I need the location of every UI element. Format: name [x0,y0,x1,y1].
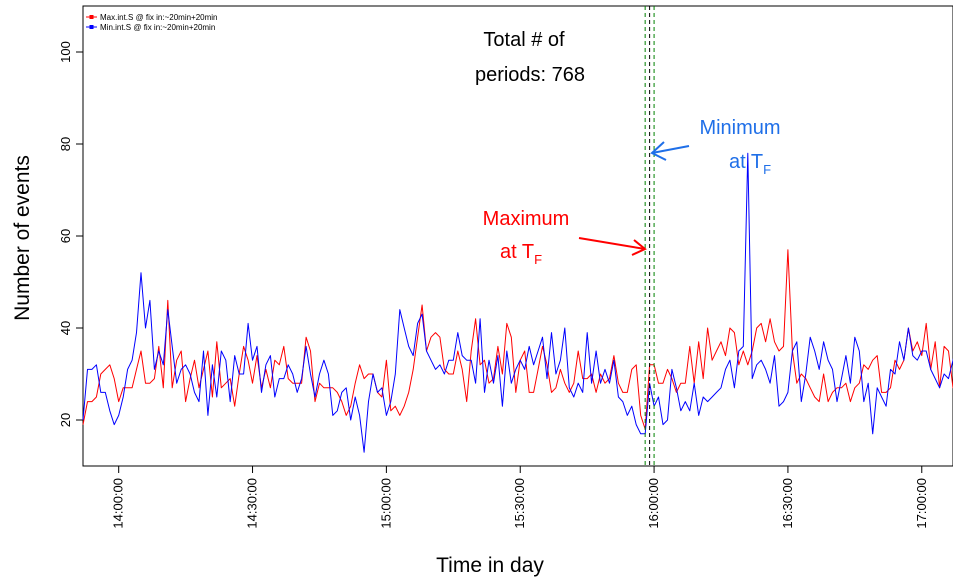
x-tick-label: 17:00:00 [914,478,929,529]
x-tick-label: 14:00:00 [111,478,126,529]
legend-label-max: Max.int.S @ fix in:~20min+20min [100,13,218,22]
x-tick-label: 14:30:00 [245,478,260,529]
maximum-label-line1: Maximum [483,208,570,230]
y-axis: 20 40 60 80 100 [58,41,83,427]
legend-label-min: Min.int.S @ fix in:~20min+20min [100,23,215,32]
legend: Max.int.S @ fix in:~20min+20min Min.int.… [86,13,218,32]
maximum-annotation: Maximum at TF [483,208,647,267]
x-axis-title: Time in day [436,554,544,577]
legend-marker-max [89,15,94,19]
maximum-label-line2: at TF [500,241,542,267]
periods-label-line2: periods: 768 [475,64,585,86]
minimum-arrow [650,141,690,161]
y-tick-label: 80 [58,137,73,151]
y-axis-title: Number of events [11,155,34,321]
minimum-label-sub: F [763,162,771,177]
legend-marker-min [89,25,94,29]
maximum-label-sub: F [534,252,542,267]
periods-label-line1: Total # of [483,29,565,51]
minimum-label-line2: at TF [729,151,771,177]
series-line-max [82,249,953,430]
minimum-label-line1: Minimum [699,117,780,139]
y-tick-label: 60 [58,229,73,243]
x-tick-label: 16:30:00 [780,478,795,529]
maximum-arrow [578,237,647,256]
series-line-min [82,152,953,453]
y-tick-label: 40 [58,321,73,335]
maximum-label-text: at T [500,241,534,263]
y-tick-label: 20 [58,413,73,427]
x-tick-label: 15:30:00 [512,478,527,529]
periods-annotation: Total # of periods: 768 [475,29,585,86]
x-axis: 14:00:00 14:30:00 15:00:00 15:30:00 16:00:00… [111,466,929,529]
minimum-annotation: Minimum at TF [650,117,781,177]
minimum-label-text: at T [729,151,763,173]
series-layer [82,152,953,453]
x-tick-label: 15:00:00 [378,478,393,529]
x-tick-label: 16:00:00 [646,478,661,529]
y-tick-label: 100 [58,41,73,63]
